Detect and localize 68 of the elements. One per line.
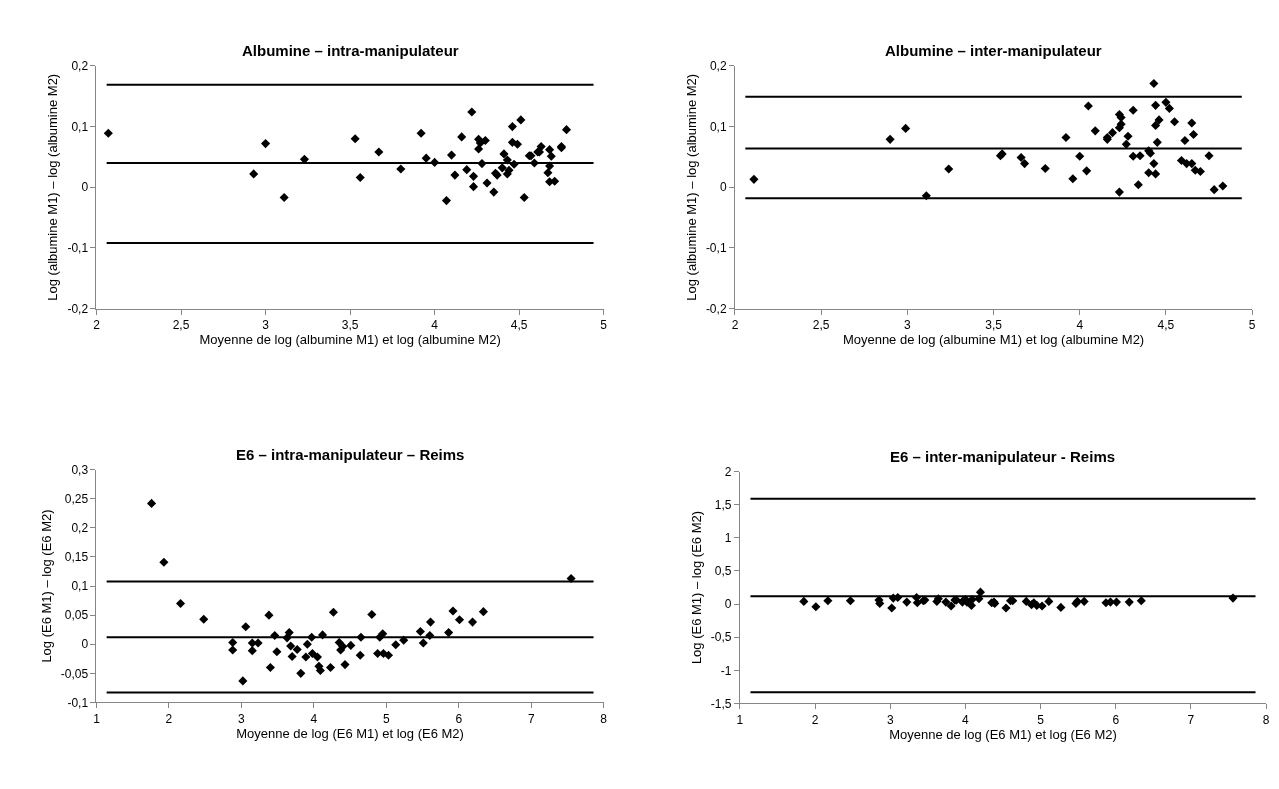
y-axis-title: Log (albumine M1) – log (albumine M2) xyxy=(683,73,699,301)
y-tick-label: -0,2 xyxy=(67,301,89,316)
y-tick-label: 0,25 xyxy=(64,491,89,506)
y-tick-label: 0,2 xyxy=(709,59,727,74)
chart-title: E6 – inter-manipulateur - Reims xyxy=(890,448,1116,465)
x-tick-label: 7 xyxy=(527,711,535,726)
y-tick-label: 0,1 xyxy=(71,119,89,134)
x-tick-label: 6 xyxy=(455,711,463,726)
y-tick-label: 0 xyxy=(724,597,732,612)
y-axis-title: Log (E6 M1) – log (E6 M2) xyxy=(688,510,704,665)
x-axis-title: Moyenne de log (albumine M1) et log (albumine M2) xyxy=(842,331,1145,347)
y-tick-label: -1 xyxy=(720,663,732,678)
x-tick-label: 5 xyxy=(382,711,390,726)
y-axis-title: Log (albumine M1) – log (albumine M2) xyxy=(45,73,61,301)
x-tick-label: 4,5 xyxy=(510,317,528,332)
chart-title: E6 – intra-manipulateur – Reims xyxy=(236,446,465,463)
y-tick-label: 0,2 xyxy=(71,521,89,536)
x-axis-title: Moyenne de log (albumine M1) et log (albumine M2) xyxy=(199,331,501,347)
y-tick-label: 0,1 xyxy=(709,119,727,134)
y-axis-title: Log (E6 M1) – log (E6 M2) xyxy=(38,509,54,663)
chart-title: Albumine – inter-manipulateur xyxy=(885,42,1102,59)
y-tick-label: 0 xyxy=(81,180,89,195)
y-tick-label: 1 xyxy=(724,531,732,546)
x-tick-label: 5 xyxy=(1037,712,1045,727)
y-tick-label: 0,2 xyxy=(71,59,89,74)
x-axis-title: Moyenne de log (E6 M1) et log (E6 M2) xyxy=(889,726,1117,742)
y-tick-label: 0,3 xyxy=(71,462,89,477)
y-tick-label: -0,2 xyxy=(705,301,727,316)
y-tick-label: -0,1 xyxy=(67,695,89,710)
x-tick-label: 4,5 xyxy=(1157,317,1175,332)
x-tick-label: 3 xyxy=(238,711,246,726)
x-tick-label: 2 xyxy=(811,712,819,727)
y-tick-label: -0,1 xyxy=(705,241,727,256)
y-tick-label: 0,1 xyxy=(71,579,89,594)
x-tick-label: 7 xyxy=(1187,712,1195,727)
x-tick-label: 5 xyxy=(1248,317,1256,332)
x-tick-label: 4 xyxy=(1076,317,1084,332)
x-tick-label: 1 xyxy=(736,712,744,727)
x-tick-label: 4 xyxy=(310,711,318,726)
x-axis-title: Moyenne de log (E6 M1) et log (E6 M2) xyxy=(236,725,464,741)
y-tick-label: 0 xyxy=(719,180,727,195)
x-tick-label: 3,5 xyxy=(985,317,1003,332)
x-tick-label: 2,5 xyxy=(812,317,830,332)
y-tick-label: 0,5 xyxy=(714,564,732,579)
x-tick-label: 3 xyxy=(886,712,894,727)
x-tick-label: 6 xyxy=(1112,712,1120,727)
y-tick-label: 2 xyxy=(724,464,732,479)
x-tick-label: 2 xyxy=(165,711,173,726)
x-tick-label: 8 xyxy=(1262,712,1270,727)
chart-title: Albumine – intra-manipulateur xyxy=(242,42,459,59)
y-tick-label: -0,5 xyxy=(710,630,732,645)
x-tick-label: 2,5 xyxy=(172,317,190,332)
y-tick-label: -0,1 xyxy=(67,241,89,256)
y-tick-label: 1,5 xyxy=(714,497,732,512)
x-tick-label: 5 xyxy=(600,317,608,332)
x-tick-label: 4 xyxy=(431,317,439,332)
x-tick-label: 3 xyxy=(262,317,270,332)
x-tick-label: 3 xyxy=(904,317,912,332)
x-tick-label: 8 xyxy=(600,711,608,726)
y-tick-label: 0 xyxy=(81,637,89,652)
x-tick-label: 2 xyxy=(93,317,101,332)
x-tick-label: 4 xyxy=(962,712,970,727)
y-tick-label: 0,05 xyxy=(64,608,89,623)
x-tick-label: 3,5 xyxy=(341,317,359,332)
x-tick-label: 1 xyxy=(93,711,101,726)
y-tick-label: -0,05 xyxy=(60,666,89,681)
y-tick-label: -1,5 xyxy=(710,696,732,711)
y-tick-label: 0,15 xyxy=(64,550,89,565)
